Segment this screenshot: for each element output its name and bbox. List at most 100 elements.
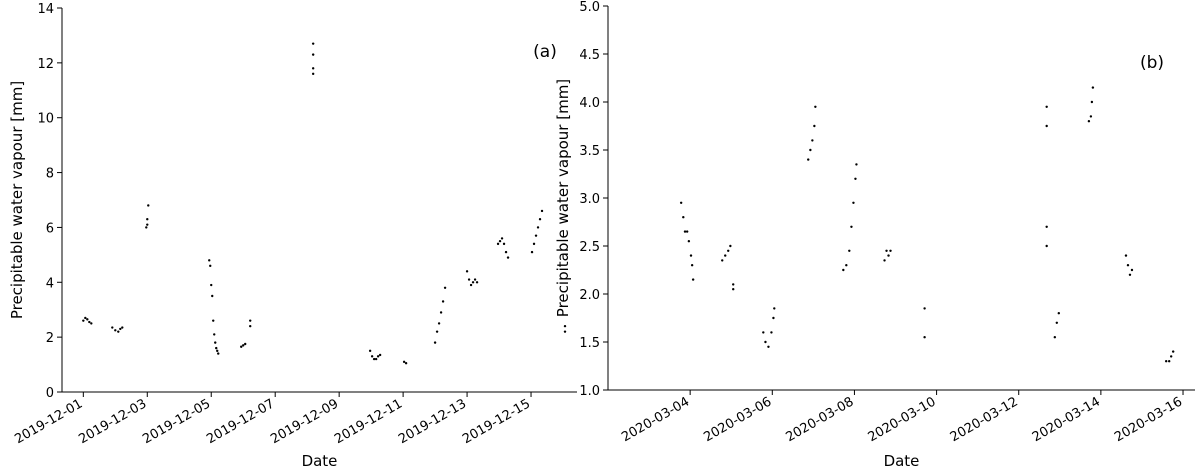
- data-point: [689, 254, 693, 257]
- data-point: [1045, 105, 1048, 109]
- x-tick-label: 2019-12-05: [140, 396, 213, 447]
- x-tick-label: 2019-12-15: [460, 396, 533, 447]
- data-point: [852, 201, 855, 204]
- data-point: [372, 357, 376, 361]
- data-point: [117, 330, 120, 333]
- data-point: [691, 278, 695, 281]
- data-point: [845, 264, 848, 267]
- data-point: [534, 234, 538, 237]
- data-point: [850, 225, 853, 228]
- y-tick-label: 0: [46, 386, 54, 401]
- data-point: [1090, 100, 1094, 104]
- data-point: [435, 330, 439, 333]
- data-point: [311, 72, 315, 76]
- data-point: [923, 336, 926, 339]
- data-point: [242, 344, 245, 347]
- data-point: [208, 259, 211, 262]
- data-point: [855, 163, 858, 166]
- data-point: [1126, 264, 1130, 267]
- data-point: [1045, 124, 1048, 128]
- data-point: [1130, 268, 1134, 272]
- data-point: [215, 346, 218, 350]
- x-tick-label: 2019-12-03: [76, 396, 149, 447]
- data-point: [811, 139, 814, 142]
- data-point: [498, 239, 502, 243]
- data-point: [111, 326, 114, 329]
- data-point: [679, 201, 683, 204]
- data-point: [114, 329, 117, 332]
- data-point: [217, 352, 220, 355]
- data-point: [311, 53, 315, 56]
- data-point: [1167, 360, 1171, 363]
- y-tick-label: 2.0: [579, 288, 600, 303]
- data-point: [504, 250, 508, 254]
- y-tick-label: 12: [37, 57, 54, 72]
- data-point: [809, 148, 812, 152]
- data-point: [370, 355, 374, 358]
- data-point: [563, 330, 567, 333]
- data-point: [814, 105, 817, 109]
- data-point: [216, 349, 219, 353]
- data-point: [121, 326, 124, 329]
- data-point: [772, 316, 775, 320]
- data-point: [1164, 360, 1168, 363]
- data-point: [376, 355, 380, 358]
- data-point: [1124, 254, 1128, 257]
- data-point: [889, 249, 892, 252]
- y-axis-label: Precipitable water vapour [mm]: [8, 81, 26, 319]
- data-point: [1057, 312, 1061, 315]
- data-point: [767, 345, 770, 348]
- data-point: [471, 281, 475, 284]
- y-tick-label: 4.5: [579, 48, 600, 63]
- data-point: [249, 324, 252, 328]
- data-point: [404, 362, 408, 365]
- data-point: [465, 270, 469, 273]
- data-point: [1045, 225, 1048, 228]
- data-point: [883, 259, 886, 262]
- data-point: [214, 341, 217, 344]
- data-point: [119, 327, 122, 331]
- data-point: [90, 322, 93, 325]
- data-point: [469, 283, 473, 287]
- data-point: [683, 230, 687, 233]
- data-point: [311, 67, 315, 70]
- data-point: [923, 307, 926, 310]
- data-point: [1087, 120, 1091, 123]
- data-point: [687, 240, 691, 243]
- data-point: [773, 307, 776, 310]
- y-tick-label: 1.0: [579, 384, 600, 399]
- x-tick-label: 2019-12-01: [12, 396, 85, 447]
- y-tick-label: 4: [46, 276, 54, 291]
- data-point: [437, 322, 441, 325]
- data-point: [536, 226, 540, 229]
- x-tick-label: 2020-03-10: [866, 394, 939, 445]
- data-point: [211, 294, 214, 298]
- x-tick-label: 2020-03-16: [1112, 394, 1185, 445]
- data-point: [724, 254, 727, 257]
- data-point: [439, 311, 443, 314]
- data-point: [82, 319, 85, 322]
- y-tick-label: 2.5: [579, 240, 600, 255]
- data-point: [311, 42, 315, 45]
- data-point: [764, 340, 767, 344]
- data-point: [807, 158, 810, 161]
- data-point: [848, 249, 851, 252]
- data-point: [244, 342, 247, 346]
- data-point: [727, 249, 730, 252]
- data-point: [1171, 350, 1175, 353]
- data-point: [538, 218, 542, 221]
- data-point: [402, 360, 406, 364]
- data-point: [721, 259, 724, 262]
- data-point: [1169, 355, 1173, 358]
- y-tick-label: 3.5: [579, 144, 600, 159]
- data-point: [530, 250, 534, 254]
- y-tick-label: 1.5: [579, 336, 600, 351]
- data-point: [563, 324, 567, 328]
- data-point: [685, 230, 689, 233]
- data-point: [770, 331, 773, 334]
- data-point: [729, 244, 732, 248]
- data-point: [88, 320, 91, 324]
- y-tick-label: 8: [46, 167, 54, 182]
- panel-annotation: (a): [533, 42, 557, 62]
